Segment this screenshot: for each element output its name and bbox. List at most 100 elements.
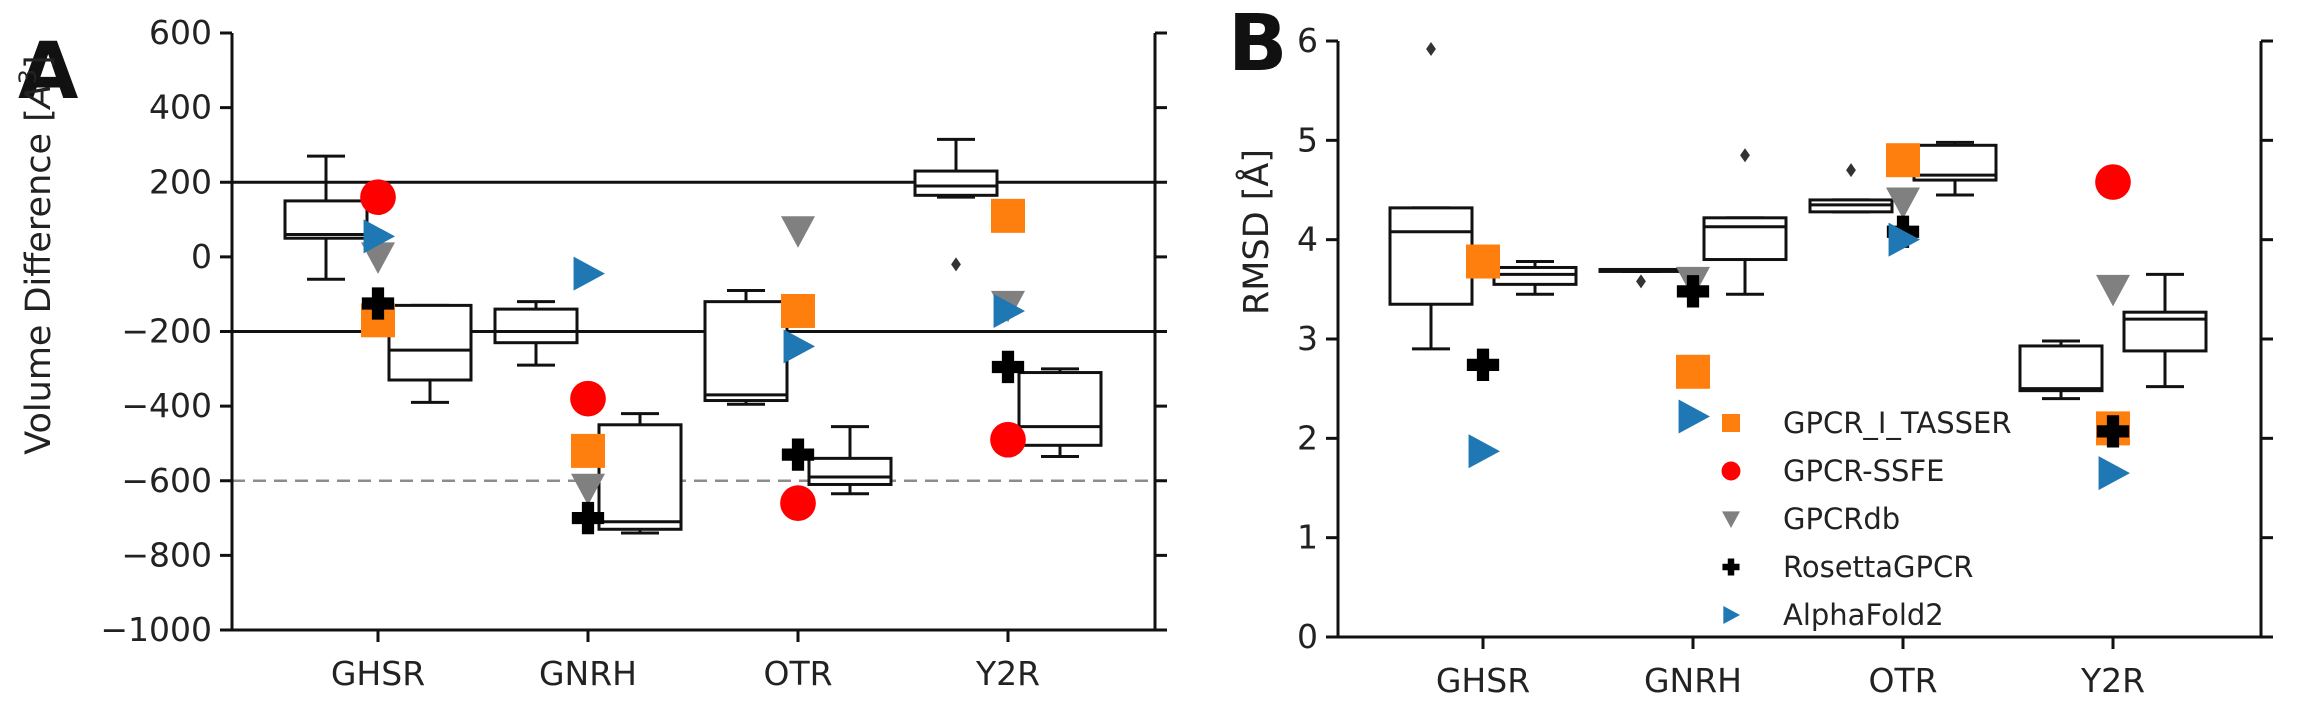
panel-a-boxes [283,137,1103,535]
box-otr-left [1808,198,1894,214]
marker-gpcrdb-y2r [2096,274,2130,307]
panel-b: B 6 5 4 3 2 1 0 GHSR GNRH OTR Y2R RMSD [Å] GPCR_I_… [1228,0,2273,700]
marker-gpcr-ssfe-otr [780,485,816,521]
panel-a-markers [360,179,1026,535]
y-tick-label: 1 [1297,518,1318,557]
box-gnrh-right-iqr [1702,216,1788,262]
box-otr-right [1912,140,1998,197]
box-y2r-right [2122,272,2208,389]
marker-gpcr-i-tasser-otr [781,293,815,328]
legend-label-alphafold2: AlphaFold2 [1783,598,1944,632]
y-tick-label: −600 [121,461,212,500]
marker-gpcr-i-tasser-otr [1886,143,1920,178]
y-tick-label: 400 [149,88,212,127]
box-y2r-right-iqr [1017,371,1103,447]
box-otr-right [807,425,893,496]
y-tick-label: 600 [149,13,212,52]
box-ghsr-right [387,303,473,404]
box-y2r-left [2018,339,2104,401]
y-tick-label: −200 [121,312,212,351]
marker-gpcr-i-tasser-ghsr [1466,244,1500,279]
marker-gpcr-ssfe-gnrh [570,380,606,417]
y-tick-label: 0 [191,237,212,276]
panel-a-ylabel-symbol: A [19,84,59,110]
panel-b-boxes [1388,140,2208,401]
outlier-ghsr-0 [1426,41,1436,56]
panel-a-ylabel-exponent: 3 [14,69,42,84]
y-tick-label: 0 [1297,617,1318,656]
box-gnrh-left [493,300,579,367]
legend-marker-gpcr-ssfe [1721,461,1741,481]
marker-gpcrdb-otr [1886,187,1920,219]
marker-gpcr-ssfe-y2r [2095,164,2131,200]
y-tick-label: −800 [121,535,212,574]
box-ghsr-right-iqr [387,303,473,382]
marker-alphafold2-y2r [993,293,1025,328]
marker-rosettagpcr-y2r [2096,415,2130,448]
marker-alphafold2-ghsr [363,219,395,254]
box-ghsr-left-iqr [1388,206,1474,306]
x-tick-label: OTR [763,654,832,693]
y-tick-label: 3 [1297,319,1318,358]
panel-b-markers [1426,41,2131,491]
marker-gpcr-ssfe-y2r [990,421,1026,458]
x-tick-label: GHSR [331,654,425,693]
marker-rosettagpcr-otr [781,438,815,471]
y-tick-label: 6 [1297,21,1318,60]
box-y2r-left-iqr [913,169,999,197]
marker-gpcr-i-tasser-gnrh [1676,354,1710,389]
y-tick-label: 2 [1297,418,1318,457]
outlier-y2r-0 [951,257,961,272]
y-tick-label: 200 [149,162,212,201]
box-ghsr-left [1388,206,1474,351]
marker-alphafold2-ghsr [1468,434,1500,469]
y-tick-label: 5 [1297,120,1318,159]
x-tick-label: GHSR [1436,661,1530,700]
marker-alphafold2-otr [783,329,815,364]
box-y2r-left [913,137,999,199]
marker-rosettagpcr-ghsr [1466,348,1500,381]
legend-marker-alphafold2 [1723,606,1740,624]
box-gnrh-left-iqr [493,307,579,345]
panel-b-letter: B [1228,0,1287,89]
legend-label-gpcr-i-tasser: GPCR_I_TASSER [1783,406,2012,440]
marker-rosettagpcr-gnrh [1676,275,1710,308]
marker-gpcr-i-tasser-gnrh [571,433,605,468]
panel-a: A 600 400 200 0 −200 −400 −600 −800 −1000 GHSR GNR… [14,13,1167,693]
x-tick-label: Y2R [975,654,1040,693]
panel-a-ylabel-main: Volume Difference [ [19,108,59,455]
box-gnrh-left [1598,267,1684,273]
legend-label-gpcr-ssfe: GPCR-SSFE [1783,454,1944,488]
box-otr-right-iqr [807,456,893,486]
legend-marker-gpcrdb [1722,511,1740,528]
box-ghsr-left [283,154,369,281]
marker-alphafold2-gnrh [573,256,605,291]
legend-marker-gpcr-i-tasser [1722,414,1740,432]
box-otr-left-iqr [703,300,789,403]
box-y2r-left-iqr [2018,344,2104,393]
x-tick-label: GNRH [1644,661,1742,700]
marker-gpcr-i-tasser-y2r [991,198,1025,233]
box-gnrh-right [1702,216,1788,296]
marker-alphafold2-y2r [2098,456,2130,491]
legend-label-rosettagpcr: RosettaGPCR [1783,550,1973,584]
panel-b-legend: GPCR_I_TASSER GPCR-SSFE GPCRdb RosettaGPCR A… [1721,406,2012,632]
box-y2r-right [1017,367,1103,458]
panel-a-ylabel-close: ] [19,55,59,69]
y-tick-label: −400 [121,386,212,425]
box-gnrh-right-iqr [597,423,683,531]
box-otr-left [703,288,789,406]
marker-alphafold2-gnrh [1678,399,1710,434]
marker-rosettagpcr-gnrh [571,501,605,535]
box-ghsr-right [1492,260,1578,296]
panel-b-axes: 6 5 4 3 2 1 0 GHSR GNRH OTR Y2R [1297,21,2273,700]
outlier-gnrh-1 [1636,274,1646,289]
y-tick-label: −1000 [100,610,212,649]
legend-label-gpcrdb: GPCRdb [1783,502,1900,536]
x-tick-label: Y2R [2080,661,2145,700]
y-tick-label: 4 [1297,220,1318,259]
marker-gpcrdb-gnrh [571,473,605,506]
marker-gpcr-ssfe-ghsr [360,179,396,216]
x-tick-label: GNRH [539,654,637,693]
